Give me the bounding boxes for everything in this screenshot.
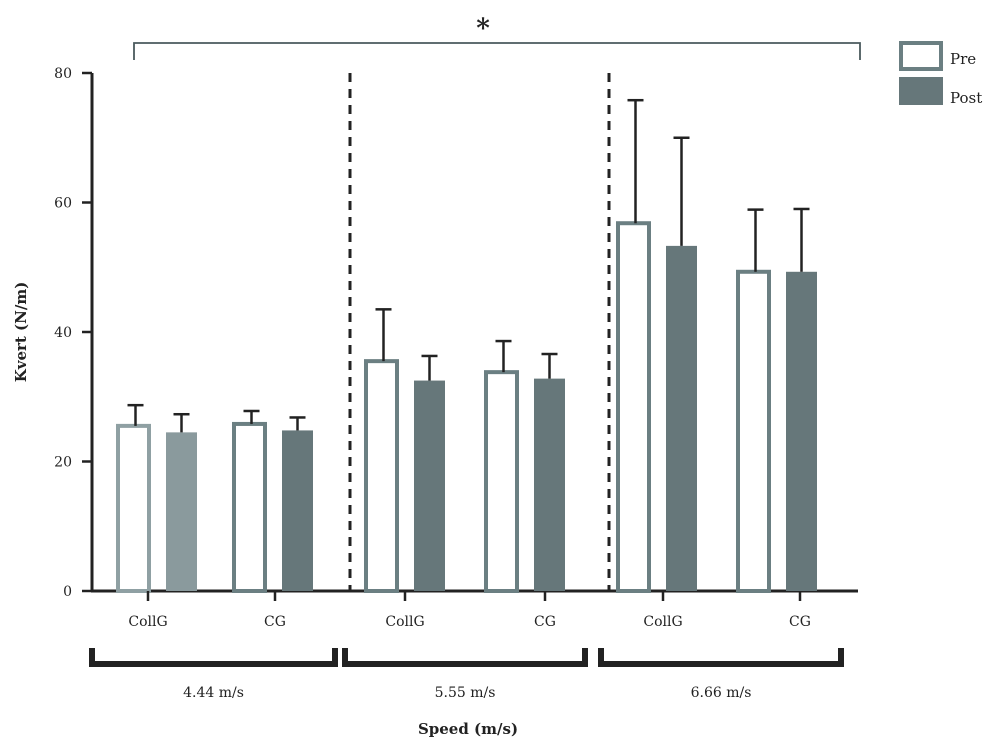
y-tick-label: 80 (54, 66, 72, 82)
speed-label: 4.44 m/s (183, 685, 244, 701)
group-dividers (348, 73, 611, 591)
bar-pre (364, 359, 399, 594)
speed-bracket (598, 648, 844, 667)
bar-post (282, 430, 313, 591)
speed-label: 6.66 m/s (691, 685, 752, 701)
bar-post (414, 380, 445, 591)
bar-post (666, 245, 697, 591)
error-bars (127, 98, 810, 433)
bar-post (786, 271, 817, 591)
bar-pre (116, 423, 151, 594)
y-tick-label: 60 (54, 196, 72, 212)
speed-bracket (89, 648, 338, 667)
y-tick-label: 0 (63, 584, 72, 600)
speed-label: 5.55 m/s (435, 685, 496, 701)
bar-pre (232, 421, 267, 593)
bars (116, 221, 817, 594)
speed-bracket (342, 648, 588, 667)
category-label: CollG (643, 614, 682, 630)
y-tick-label: 20 (54, 455, 72, 471)
significance-line (133, 42, 861, 60)
y-tick-label: 40 (54, 325, 72, 341)
category-label: CollG (128, 614, 167, 630)
bar-pre (736, 269, 771, 593)
category-label: CG (264, 614, 286, 630)
x-axis-title: Speed (m/s) (418, 720, 518, 738)
axes: 0 20 40 60 80 (54, 66, 858, 600)
legend: Pre Post (899, 41, 982, 107)
legend-label-post: Post (950, 89, 982, 107)
bar-pre (616, 221, 651, 593)
bar-pre (484, 370, 519, 593)
y-axis-title: Kvert (N/m) (12, 282, 30, 383)
category-label: CG (534, 614, 556, 630)
category-label: CollG (385, 614, 424, 630)
significance-bracket: * (133, 14, 861, 60)
category-label: CG (789, 614, 811, 630)
bar-post (534, 378, 565, 591)
legend-swatch-pre (899, 41, 943, 71)
significance-star: * (476, 14, 490, 44)
speed-brackets: 4.44 m/s 5.55 m/s 6.66 m/s (89, 648, 844, 701)
legend-label-pre: Pre (950, 50, 976, 68)
bar-post (166, 432, 197, 591)
legend-swatch-post (899, 77, 943, 105)
category-labels: CollG CG CollG CG CollG CG (128, 591, 811, 630)
